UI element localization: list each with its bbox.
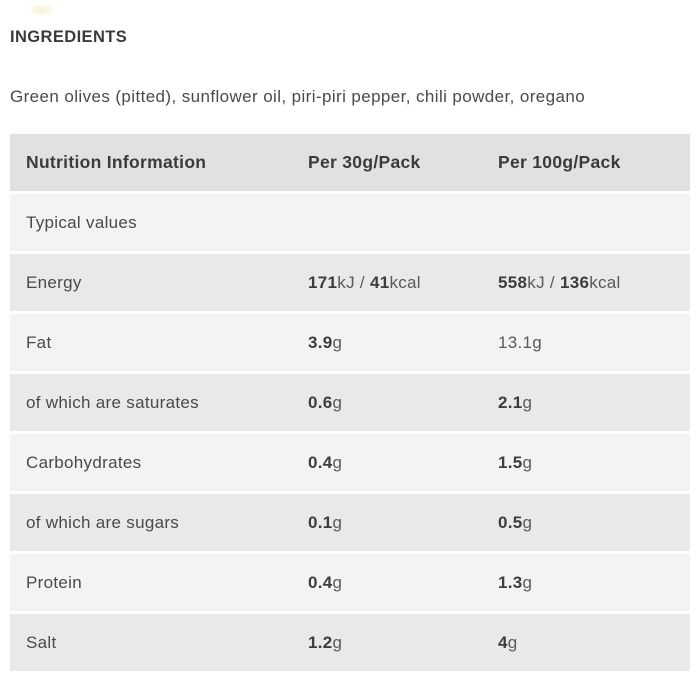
row-label: Protein: [26, 572, 82, 592]
value-unit: g: [332, 392, 343, 412]
value-per-100g: 4g: [498, 633, 690, 653]
value-per-100g: 0.5g: [498, 513, 690, 533]
ingredients-heading: INGREDIENTS: [10, 28, 128, 46]
table-header-row: Nutrition Information Per 30g/Pack Per 100…: [10, 134, 690, 192]
table-row: of which are saturates 0.6g 2.1g: [10, 374, 690, 432]
value-per-100g: 2.1g: [498, 393, 690, 413]
value-unit: g: [522, 452, 533, 472]
value-per-30g: 0.6g: [308, 393, 498, 413]
value-unit: 13.1g: [498, 332, 543, 352]
value-unit: g: [332, 452, 343, 472]
value-per-100g: 1.5g: [498, 453, 690, 473]
column-header: Per 100g/Pack: [498, 152, 621, 173]
table-row: Fat 3.9g 13.1g: [10, 314, 690, 372]
row-label: of which are sugars: [26, 512, 180, 532]
row-label: Fat: [26, 332, 52, 352]
value-number: 41: [369, 272, 390, 292]
row-label: Salt: [26, 632, 57, 652]
value-per-30g: 1.2g: [308, 633, 498, 653]
table-row: Salt 1.2g 4g: [10, 614, 690, 672]
value-number: 0.4: [308, 452, 333, 472]
value-per-30g: 0.4g: [308, 453, 498, 473]
value-unit: g: [522, 572, 533, 592]
value-unit: g: [332, 572, 343, 592]
value-unit: kJ /: [527, 272, 560, 292]
value-number: 1.2: [308, 632, 333, 652]
value-per-30g: 171kJ / 41kcal: [308, 273, 498, 293]
value-number: 0.1: [308, 512, 333, 532]
row-label: Energy: [26, 272, 82, 292]
value-unit: g: [332, 512, 343, 532]
value-number: 1.3: [498, 572, 523, 592]
value-number: 3.9: [308, 332, 333, 352]
value-unit: g: [332, 632, 343, 652]
value-unit: kcal: [389, 272, 421, 292]
table-row: of which are sugars 0.1g 0.5g: [10, 494, 690, 552]
value-number: 558: [498, 272, 528, 292]
value-number: 136: [559, 272, 590, 292]
value-unit: g: [507, 632, 518, 652]
value-unit: g: [522, 392, 533, 412]
column-header: Nutrition Information: [26, 152, 207, 173]
value-unit: kJ /: [337, 272, 370, 292]
value-per-100g: 1.3g: [498, 573, 690, 593]
nutrition-table: Nutrition Information Per 30g/Pack Per 100…: [10, 134, 690, 672]
value-unit: g: [522, 512, 533, 532]
value-per-30g: 0.4g: [308, 573, 498, 593]
row-label: Carbohydrates: [26, 452, 142, 472]
value-number: 4: [498, 632, 508, 652]
value-number: 0.6: [308, 392, 333, 412]
value-per-30g: 0.1g: [308, 513, 498, 533]
table-row: Protein 0.4g 1.3g: [10, 554, 690, 612]
value-unit: g: [332, 332, 343, 352]
column-header: Per 30g/Pack: [308, 152, 421, 173]
value-number: 1.5: [498, 452, 523, 472]
value-number: 2.1: [498, 392, 523, 412]
value-number: 171: [308, 272, 338, 292]
value-per-100g: 558kJ / 136kcal: [498, 273, 690, 293]
ingredients-text: Green olives (pitted), sunflower oil, pi…: [10, 86, 586, 106]
table-row: Typical values: [10, 194, 690, 252]
value-number: 0.4: [308, 572, 333, 592]
row-label: Typical values: [26, 212, 137, 232]
row-label: of which are saturates: [26, 392, 199, 412]
cropped-photo-fragment: [30, 4, 54, 16]
value-per-100g: 13.1g: [498, 333, 690, 353]
table-row: Carbohydrates 0.4g 1.5g: [10, 434, 690, 492]
value-per-30g: 3.9g: [308, 333, 498, 353]
value-number: 0.5: [498, 512, 523, 532]
table-row: Energy 171kJ / 41kcal 558kJ / 136kcal: [10, 254, 690, 312]
value-unit: kcal: [589, 272, 621, 292]
